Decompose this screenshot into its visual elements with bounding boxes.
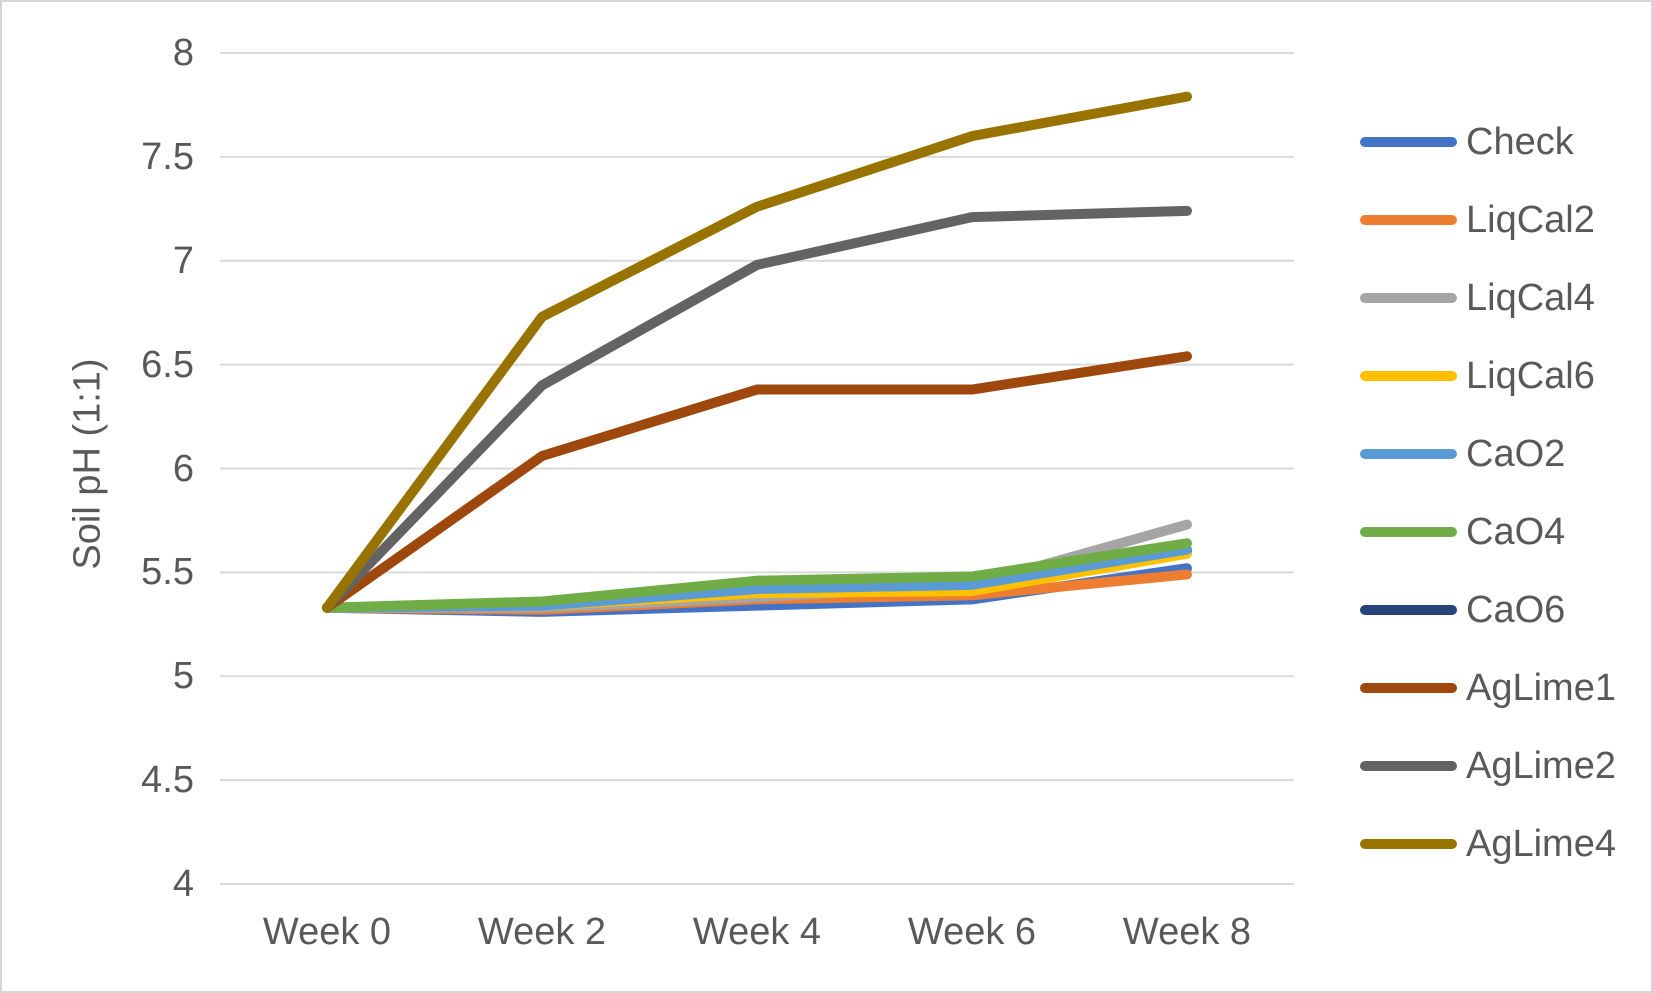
legend-label-liqcal2: LiqCal2 (1466, 198, 1595, 241)
legend-item-aglime2: AgLime2 (1360, 727, 1616, 805)
legend-item-cao6: CaO6 (1360, 571, 1565, 649)
x-tick-label: Week 4 (692, 911, 822, 953)
legend-swatch-liqcal6 (1360, 371, 1457, 381)
legend-item-cao4: CaO4 (1360, 493, 1565, 571)
legend-item-liqcal4: LiqCal4 (1360, 259, 1595, 337)
legend-item-liqcal6: LiqCal6 (1360, 337, 1595, 415)
y-tick-label: 7.5 (141, 135, 194, 178)
legend-swatch-liqcal2 (1360, 215, 1457, 225)
legend-swatch-liqcal4 (1360, 293, 1457, 303)
legend-label-liqcal6: LiqCal6 (1466, 354, 1595, 397)
series-line-cao4 (322, 538, 1192, 613)
legend-swatch-aglime4 (1360, 839, 1457, 849)
y-tick-label: 6.5 (141, 343, 194, 386)
x-tick-label: Week 0 (262, 911, 392, 953)
legend-swatch-cao2 (1360, 449, 1457, 459)
legend-label-cao2: CaO2 (1466, 432, 1566, 475)
y-tick-label: 5.5 (141, 551, 194, 594)
legend-swatch-aglime1 (1360, 683, 1457, 693)
legend-swatch-cao6 (1360, 605, 1457, 615)
legend-label-aglime2: AgLime2 (1466, 744, 1616, 787)
x-tick-label: Week 8 (1122, 911, 1252, 953)
x-tick-label: Week 6 (907, 911, 1037, 953)
legend-swatch-cao4 (1360, 527, 1457, 537)
legend-label-aglime1: AgLime1 (1466, 666, 1616, 709)
legend-item-cao2: CaO2 (1360, 415, 1565, 493)
legend-label-cao4: CaO4 (1466, 510, 1566, 553)
series-line-aglime1 (322, 351, 1192, 613)
legend-label-check: Check (1466, 120, 1574, 163)
legend-item-aglime4: AgLime4 (1360, 805, 1616, 883)
series-line-aglime4 (322, 91, 1192, 613)
y-tick-label: 8 (172, 32, 194, 74)
legend-swatch-check (1360, 137, 1457, 147)
legend-label-liqcal4: LiqCal4 (1466, 276, 1595, 319)
y-tick-label: 6 (172, 447, 194, 490)
legend-item-aglime1: AgLime1 (1360, 649, 1616, 727)
y-tick-label: 7 (172, 239, 194, 282)
y-tick-label: 4 (172, 863, 194, 905)
legend-label-cao6: CaO6 (1466, 588, 1566, 631)
y-tick-label: 4.5 (141, 759, 194, 802)
legend-item-check: Check (1360, 103, 1574, 181)
legend-item-liqcal2: LiqCal2 (1360, 181, 1595, 259)
legend-label-aglime4: AgLime4 (1466, 822, 1616, 865)
legend-swatch-aglime2 (1360, 761, 1457, 771)
series-line-aglime2 (322, 205, 1192, 613)
y-tick-label: 5 (172, 655, 194, 698)
x-tick-label: Week 2 (477, 911, 607, 953)
